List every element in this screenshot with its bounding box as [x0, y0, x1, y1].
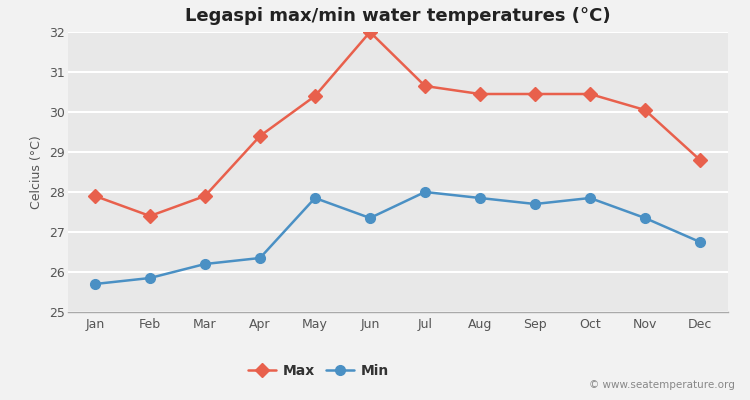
Y-axis label: Celcius (°C): Celcius (°C)	[30, 135, 44, 209]
Max	[256, 134, 265, 138]
Max	[310, 94, 320, 98]
Min	[640, 216, 650, 220]
Min	[146, 276, 154, 280]
Min	[365, 216, 374, 220]
Min	[91, 282, 100, 286]
Min	[200, 262, 209, 266]
Max	[695, 158, 704, 162]
Title: Legaspi max/min water temperatures (°C): Legaspi max/min water temperatures (°C)	[184, 7, 610, 25]
Legend: Max, Min: Max, Min	[242, 358, 394, 383]
Max	[200, 194, 209, 198]
Line: Max: Max	[90, 27, 705, 221]
Max	[146, 214, 154, 218]
Max	[365, 30, 374, 34]
Text: © www.seatemperature.org: © www.seatemperature.org	[590, 380, 735, 390]
Line: Min: Min	[90, 187, 705, 289]
Min	[476, 196, 484, 200]
Max	[640, 108, 650, 112]
Max	[530, 92, 539, 96]
Min	[421, 190, 430, 194]
Max	[91, 194, 100, 198]
Min	[695, 240, 704, 244]
Max	[421, 84, 430, 88]
Min	[310, 196, 320, 200]
Min	[586, 196, 595, 200]
Max	[586, 92, 595, 96]
Max	[476, 92, 484, 96]
Min	[256, 256, 265, 260]
Min	[530, 202, 539, 206]
